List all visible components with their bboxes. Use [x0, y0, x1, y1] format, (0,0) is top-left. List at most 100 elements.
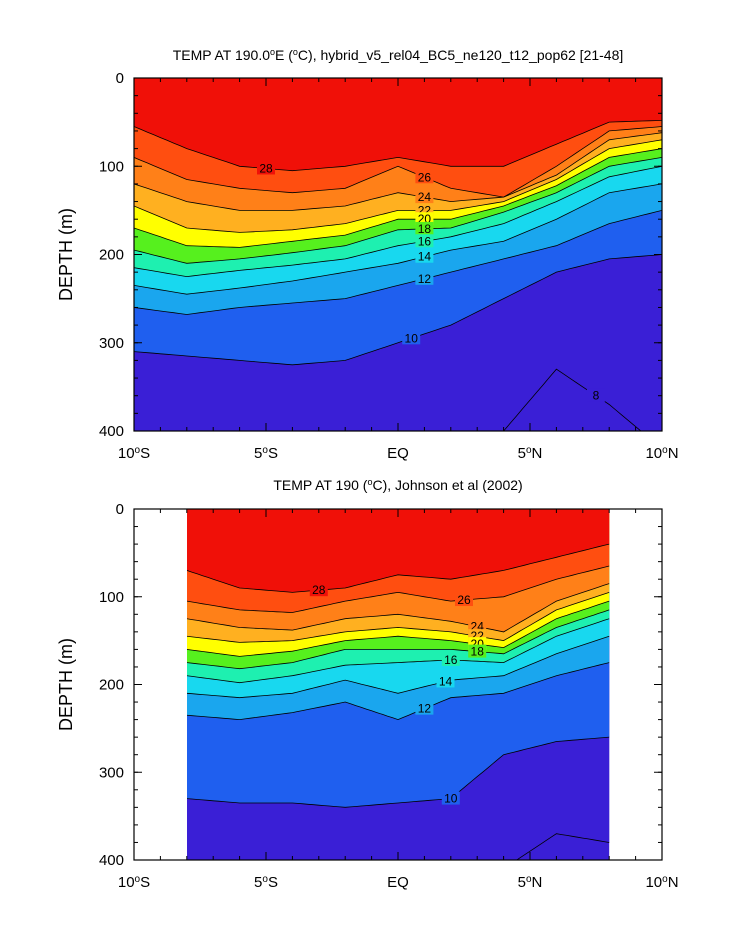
isotherm-20 [187, 600, 610, 657]
y-tick-label: 200 [99, 677, 124, 694]
panel-title: TEMP AT 190 (oC), Johnson et al (2002) [273, 477, 522, 493]
isotherm-12 [187, 662, 610, 721]
x-tick-label: 10oN [645, 874, 678, 892]
x-tick-text: N [532, 445, 543, 462]
x-tick-text: N [532, 874, 543, 891]
panel-1: TEMP AT 190.0oE (oC), hybrid_v5_rel04_BC… [56, 47, 679, 462]
panel-title: TEMP AT 190.0oE (oC), hybrid_v5_rel04_BC… [173, 47, 624, 63]
contour-label-bg [415, 190, 434, 204]
x-tick-label: EQ [387, 874, 409, 891]
contour-label: 16 [444, 653, 458, 667]
y-tick-label: 300 [99, 335, 124, 352]
x-tick-text: 5 [518, 445, 526, 462]
contour-label-bg [455, 593, 473, 607]
y-axis-label: DEPTH (m) [56, 208, 76, 301]
y-tick-label: 0 [116, 70, 124, 87]
degree-superscript: o [262, 445, 268, 456]
contour-label: 8 [593, 389, 600, 403]
isotherm-12 [134, 210, 662, 315]
x-tick-text: 10 [645, 874, 662, 891]
isotherm-28 [187, 543, 610, 593]
x-tick-text: EQ [387, 445, 409, 462]
x-tick-text: 10 [118, 445, 135, 462]
x-tick-text: 10 [645, 445, 662, 462]
y-tick-label: 100 [99, 589, 124, 606]
title-superscript: o [367, 477, 372, 487]
isotherm-22 [187, 592, 610, 643]
isotherm-28 [134, 120, 662, 172]
band-above-28 [187, 509, 610, 593]
degree-superscript: o [135, 874, 141, 885]
x-tick-text: N [668, 874, 679, 891]
isotherm-14 [187, 635, 610, 699]
contour-label-bg [468, 644, 487, 658]
contour-label: 28 [312, 583, 326, 597]
contour-label-bg [415, 221, 434, 235]
title-text: TEMP AT 190.0 [173, 47, 270, 63]
contour-label: 10 [405, 331, 419, 345]
degree-superscript: o [526, 874, 532, 885]
y-tick-label: 400 [99, 423, 124, 440]
contour-label-bg [587, 388, 605, 402]
title-text: C), Johnson et al (2002) [372, 477, 522, 493]
x-tick-text: S [268, 445, 278, 462]
y-tick-label: 200 [99, 247, 124, 264]
contour-label-bg [441, 652, 460, 666]
contour-label-bg [402, 331, 421, 345]
panel-2: TEMP AT 190 (oC), Johnson et al (2002)28… [56, 477, 679, 891]
x-tick-label: 5oN [518, 874, 543, 892]
x-tick-label: 5oS [254, 874, 278, 892]
y-axis-label: DEPTH (m) [56, 638, 76, 731]
title-text: C), hybrid_v5_rel04_BC5_ne120_t12_pop62 … [298, 47, 623, 63]
title-text: TEMP AT 190 ( [273, 477, 367, 493]
x-tick-text: 5 [254, 874, 262, 891]
contour-label: 10 [444, 792, 458, 806]
contour-label: 28 [259, 161, 273, 175]
isotherm-26 [187, 565, 610, 613]
contour-label: 26 [418, 170, 432, 184]
isotherm-18 [187, 609, 610, 670]
contour-label-bg [415, 701, 434, 715]
contour-label: 14 [418, 250, 432, 264]
contour-label-bg [257, 161, 275, 175]
degree-superscript: o [526, 445, 532, 456]
title-superscript: o [270, 47, 275, 57]
contour-label-bg [415, 249, 434, 263]
band-above-28 [134, 78, 662, 171]
isotherm-14 [134, 183, 662, 295]
degree-superscript: o [662, 445, 668, 456]
isotherm-22 [134, 139, 662, 233]
title-superscript: o [293, 47, 298, 57]
isotherm-16 [187, 618, 610, 684]
title-text: E ( [275, 47, 293, 63]
x-tick-text: 10 [118, 874, 135, 891]
contour-label-bg [441, 791, 460, 805]
contour-label-bg [415, 170, 434, 184]
contour-label-bg [415, 271, 434, 285]
contour-label: 12 [418, 272, 432, 286]
isotherm-26 [134, 126, 662, 198]
contour-label-bg [415, 234, 434, 248]
x-tick-text: S [140, 874, 150, 891]
isotherm-8 [502, 368, 642, 431]
isotherm-24 [187, 583, 610, 633]
contour-label: 12 [418, 702, 432, 716]
isotherm-20 [134, 148, 662, 248]
isotherm-8 [516, 833, 610, 860]
isotherm-18 [134, 157, 662, 264]
isotherm-16 [134, 165, 662, 278]
y-tick-label: 300 [99, 764, 124, 781]
y-tick-label: 100 [99, 158, 124, 175]
contour-label: 18 [418, 222, 432, 236]
y-tick-label: 0 [116, 501, 124, 518]
degree-superscript: o [662, 874, 668, 885]
contour-label: 16 [418, 234, 432, 248]
isotherm-24 [134, 132, 662, 211]
x-tick-text: S [268, 874, 278, 891]
contour-label-bg [436, 674, 455, 688]
x-tick-label: 10oS [118, 445, 150, 463]
x-tick-text: 5 [254, 445, 262, 462]
